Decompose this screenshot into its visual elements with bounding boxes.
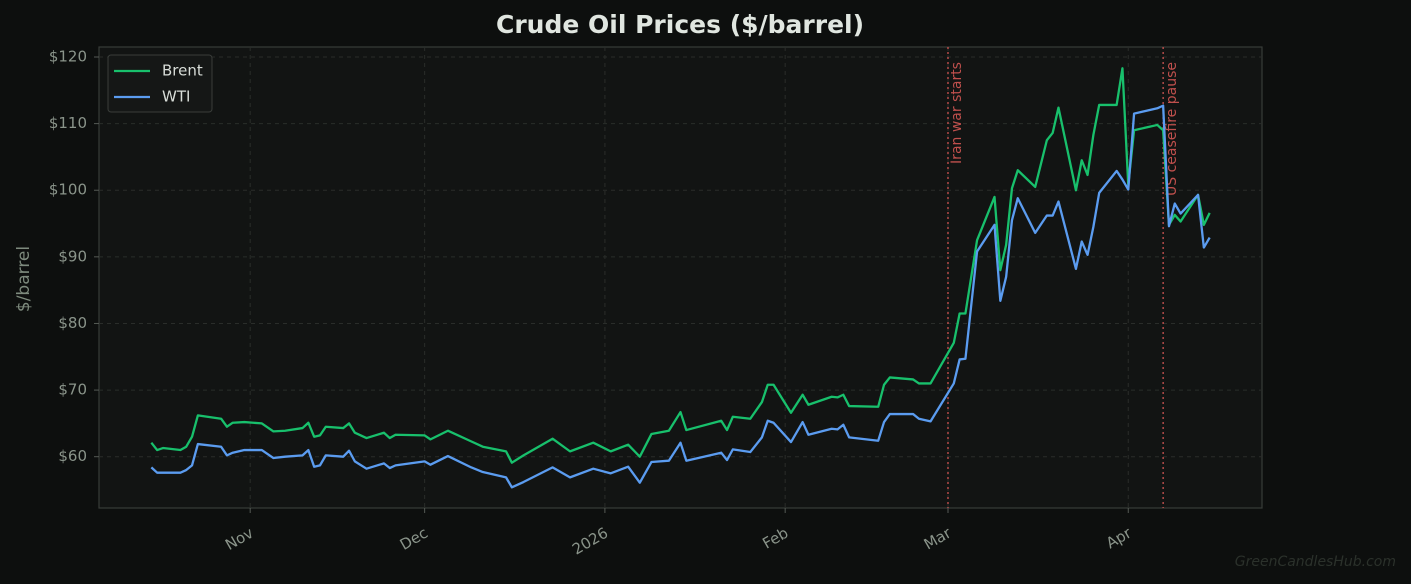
y-axis-label: $/barrel xyxy=(14,246,34,312)
watermark: GreenCandlesHub.com xyxy=(1235,554,1396,570)
y-tick-label: $60 xyxy=(58,447,87,465)
y-tick-label: $120 xyxy=(49,47,87,65)
y-tick-label: $110 xyxy=(49,114,87,132)
chart-title: Crude Oil Prices ($/barrel) xyxy=(496,10,864,39)
event-label: US ceasefire pause xyxy=(1164,62,1180,196)
plot-area xyxy=(98,46,1263,509)
y-tick-label: $70 xyxy=(58,381,87,399)
y-tick-label: $100 xyxy=(49,181,87,199)
legend-label: Brent xyxy=(162,62,203,80)
price-line xyxy=(150,104,1211,489)
y-tick-label: $90 xyxy=(58,247,87,265)
price-line xyxy=(150,67,1211,464)
event-label: Iran war starts xyxy=(949,62,965,164)
legend-label: WTI xyxy=(162,88,190,106)
y-tick-label: $80 xyxy=(58,314,87,332)
